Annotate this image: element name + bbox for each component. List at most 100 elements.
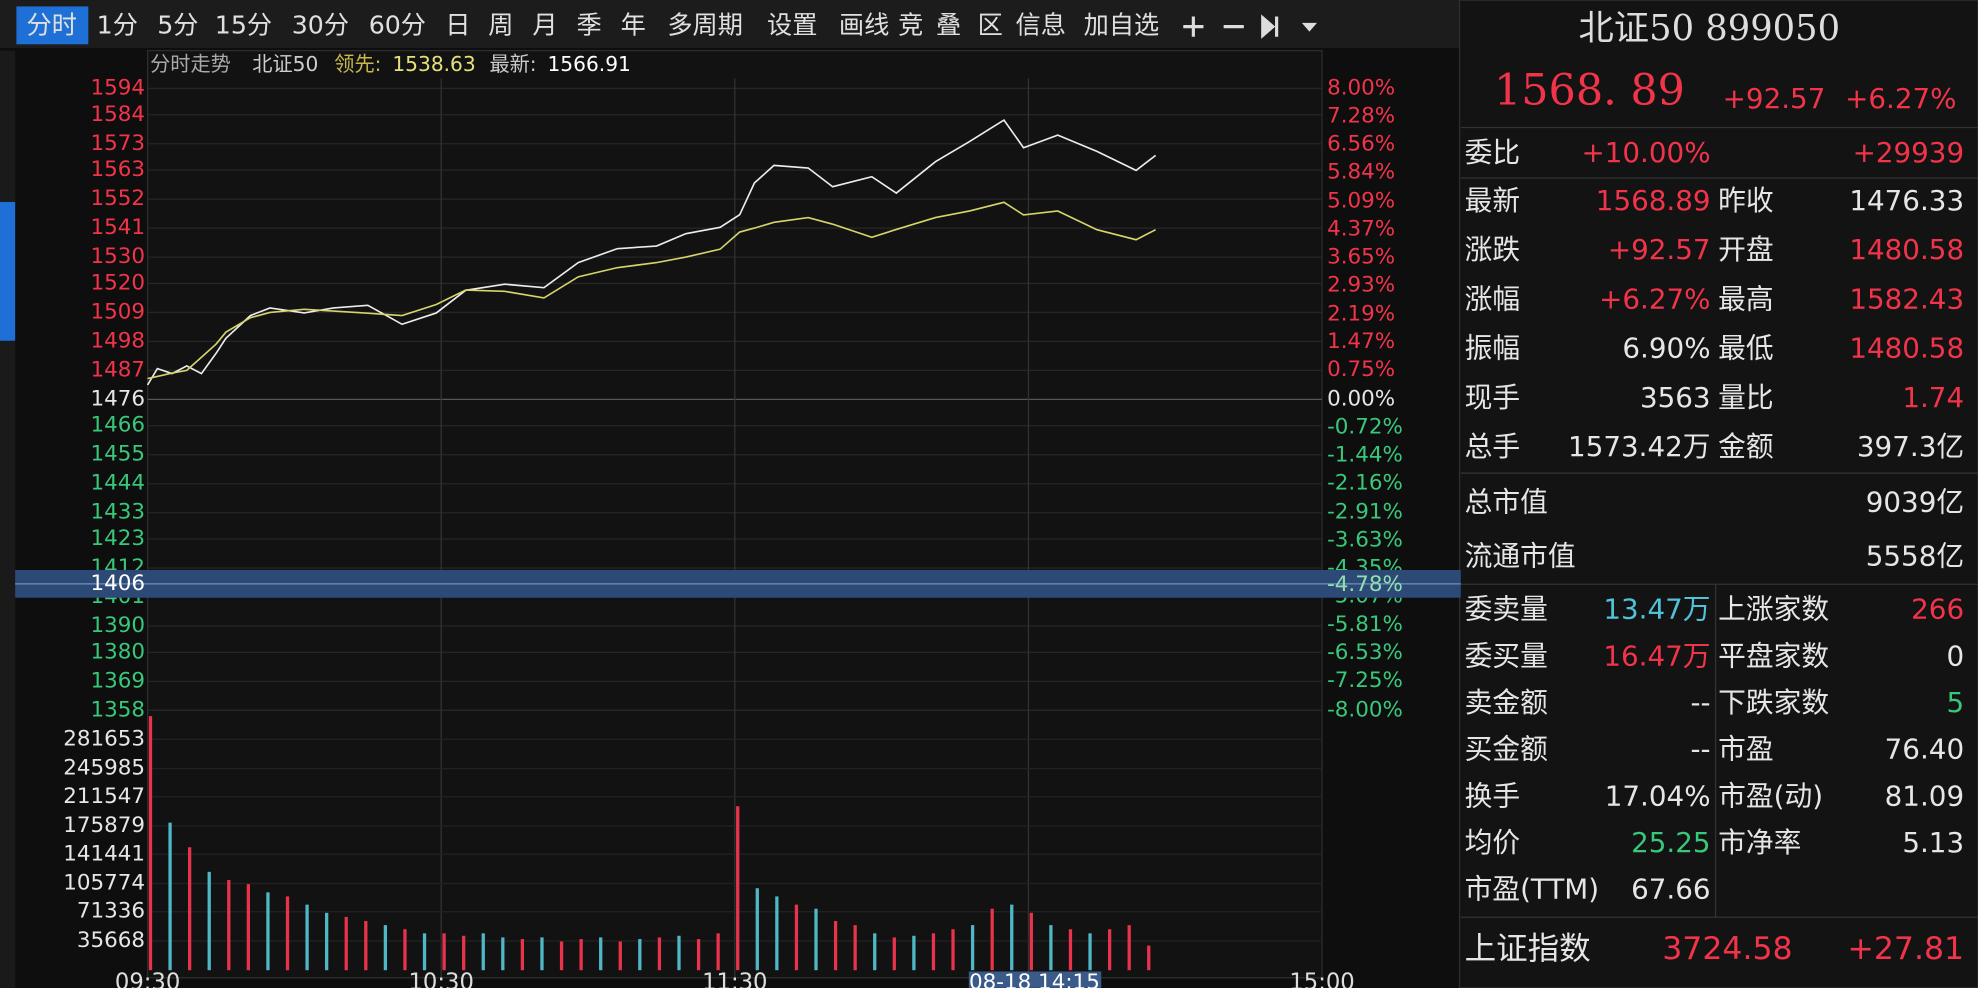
volume-bar — [912, 935, 916, 971]
quote-label: 最新 — [1465, 184, 1521, 217]
volume-bar — [853, 925, 857, 971]
volume-tick-label: 141441 — [63, 841, 145, 866]
quote-label: 下跌家数 — [1718, 686, 1829, 719]
volume-bar — [736, 806, 740, 971]
quote-value: -- — [1691, 686, 1711, 719]
quote-label: 买金额 — [1465, 733, 1548, 766]
quote-label: 涨幅 — [1465, 282, 1521, 315]
y2-tick-label: -0.72% — [1327, 414, 1403, 439]
quote-value: 76.40 — [1885, 733, 1964, 766]
y-tick-label: 1487 — [91, 357, 146, 382]
quote-value: 17.04% — [1605, 779, 1711, 812]
quote-value: 1573.42万 — [1568, 430, 1711, 463]
toolbar-item[interactable]: 信息 — [1016, 11, 1066, 40]
y2-tick-label: -5.81% — [1327, 612, 1403, 637]
toolbar-item[interactable]: 1分 — [97, 11, 138, 40]
y-tick-label: 1573 — [91, 131, 146, 156]
quote-value: 16.47万 — [1603, 639, 1710, 672]
y2-tick-label: 0.75% — [1327, 357, 1395, 382]
y2-tick-label: 2.93% — [1327, 273, 1395, 298]
y-tick-label: 1552 — [91, 186, 146, 211]
toolbar-item[interactable]: 60分 — [369, 11, 426, 40]
y2-tick-label: 2.19% — [1327, 301, 1395, 326]
y2-tick-label: 5.09% — [1327, 189, 1395, 214]
toolbar-item[interactable]: 画线 — [839, 11, 889, 40]
quote-label: 最低 — [1718, 332, 1774, 365]
price-line — [146, 118, 1157, 386]
toolbar-item[interactable]: 叠 — [936, 11, 961, 40]
quote-value: 397.3亿 — [1857, 430, 1964, 463]
toolbar-item[interactable]: 日 — [445, 11, 470, 40]
y2-tick-label: -2.91% — [1327, 499, 1403, 524]
volume-bar — [559, 941, 564, 971]
quote-label: 市盈(动) — [1718, 779, 1823, 812]
quote-label: 振幅 — [1465, 332, 1521, 365]
toolbar-item[interactable]: 月 — [532, 11, 557, 40]
volume-bar — [481, 933, 485, 971]
volume-bar — [285, 896, 290, 971]
dropdown-icon[interactable] — [1301, 22, 1317, 32]
toolbar-item[interactable]: 15分 — [215, 11, 272, 40]
volume-bar — [1049, 925, 1053, 971]
latest-value: 1566.91 — [547, 52, 630, 76]
volume-bar — [833, 921, 838, 971]
quote-title: 北证50 899050 — [1579, 8, 1841, 49]
volume-bar — [520, 939, 525, 971]
y-tick-label: 1444 — [91, 471, 146, 496]
side-tab-active — [0, 201, 16, 341]
y-tick-label: 1455 — [91, 442, 146, 467]
toolbar-item[interactable]: 设置 — [767, 11, 817, 40]
volume-bar — [344, 916, 348, 971]
index-value: 3724.58 — [1662, 931, 1792, 967]
x-tick-label: 09:30 — [115, 969, 180, 988]
quote-value: 5 — [1946, 686, 1964, 719]
volume-bar — [638, 939, 642, 971]
quote-value: 0 — [1946, 639, 1964, 672]
volume-bar — [931, 933, 936, 971]
y-tick-label: 1380 — [91, 639, 146, 664]
toolbar-item[interactable]: 年 — [621, 11, 646, 40]
volume-bar — [1088, 933, 1092, 971]
volume-tick-label: 71336 — [77, 899, 145, 924]
volume-bar — [873, 933, 877, 971]
volume-bar — [1127, 925, 1131, 971]
toolbar-item[interactable]: 30分 — [292, 11, 349, 40]
toolbar-item[interactable]: 分时 — [27, 11, 77, 40]
quote-label: 开盘 — [1718, 233, 1774, 266]
y-tick-label: 1358 — [91, 697, 146, 722]
end-icon[interactable] — [1261, 14, 1279, 39]
volume-bar — [364, 921, 368, 971]
toolbar-item[interactable]: 区 — [978, 11, 1003, 40]
leader-value: 1538.63 — [392, 52, 475, 76]
toolbar-item[interactable]: 季 — [577, 11, 602, 40]
toolbar-icons[interactable] — [1183, 14, 1317, 39]
quote-label: 流通市值 — [1465, 540, 1576, 573]
volume-bar — [755, 888, 759, 971]
index-name: 上证指数 — [1465, 931, 1591, 967]
add-icon[interactable] — [1183, 16, 1204, 37]
side-strip — [0, 50, 16, 988]
toolbar-item[interactable]: 5分 — [157, 11, 198, 40]
quote-label: 涨跌 — [1465, 233, 1521, 266]
volume-bar — [462, 935, 466, 971]
latest-label: 最新: — [489, 52, 536, 76]
volume-bar — [442, 933, 446, 971]
y-tick-label: 1594 — [91, 75, 146, 100]
quote-value: 1568.89 — [1596, 184, 1711, 217]
toolbar-item[interactable]: 加自选 — [1084, 11, 1160, 40]
quote-value: +29939 — [1853, 136, 1965, 169]
y2-tick-label: 0.00% — [1327, 386, 1395, 411]
y-tick-label: 1541 — [91, 215, 146, 240]
y2-tick-label: 3.65% — [1327, 245, 1395, 270]
volume-bar — [892, 937, 896, 971]
toolbar-item[interactable]: 周 — [488, 11, 513, 40]
x-tick-label: 10:30 — [409, 969, 474, 988]
volume-tick-label: 281653 — [63, 726, 145, 751]
volume-bar — [305, 904, 309, 971]
y2-tick-label: -2.16% — [1327, 470, 1403, 495]
toolbar-item[interactable]: 多周期 — [667, 11, 743, 40]
volume-bar — [970, 925, 975, 971]
y2-tick-label: 5.84% — [1327, 159, 1395, 184]
toolbar-item[interactable]: 竞 — [898, 11, 923, 40]
